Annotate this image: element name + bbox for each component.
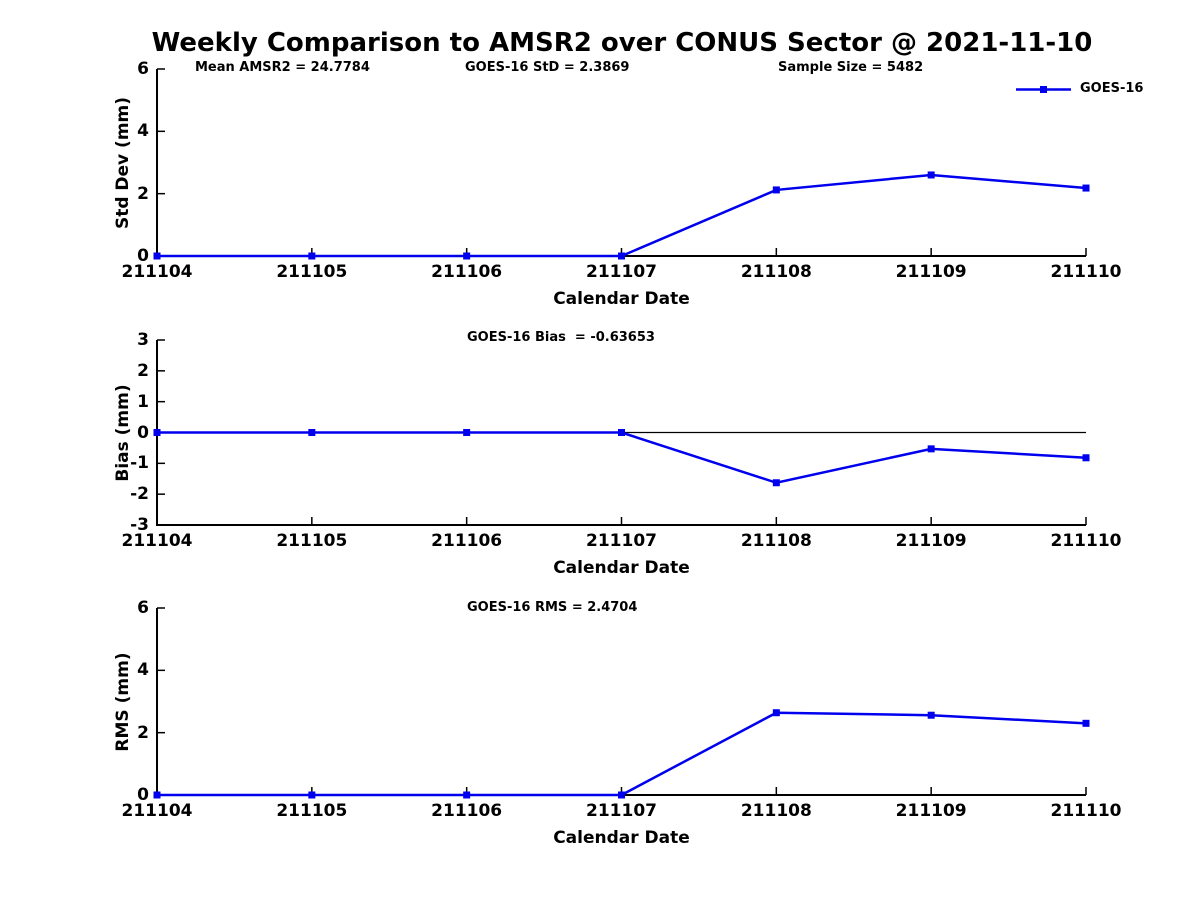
plot-std-dev-y-tick-label: 2 [137, 183, 149, 204]
chart-title: Weekly Comparison to AMSR2 over CONUS Se… [151, 28, 1093, 58]
plot-bias-y-tick-label: 2 [137, 360, 149, 381]
plot-bias-y-tick-label: -3 [130, 515, 149, 535]
plot-std-dev-y-tick-label: 0 [137, 246, 149, 266]
plot-std-dev-y-tick-label: 6 [137, 59, 149, 79]
data-point-marker [1082, 454, 1090, 462]
data-point-marker [927, 445, 935, 453]
data-point-marker [772, 709, 780, 717]
data-point-marker [1082, 719, 1090, 727]
plot-rms-y-tick-label: 2 [137, 722, 149, 743]
data-point-marker [1082, 184, 1090, 192]
plot-rms-y-axis-label: RMS (mm) [113, 651, 133, 752]
data-point-marker [618, 252, 625, 260]
plot-rms-y-tick-label: 0 [137, 785, 149, 805]
legend-marker-sample [1040, 86, 1047, 93]
data-point-marker [927, 171, 935, 179]
plot-bias-series-line [157, 431, 1087, 485]
plot-std-dev-axes [156, 69, 1086, 257]
plot-std-dev-x-tick-label: 211109 [895, 262, 967, 282]
data-point-marker [618, 429, 625, 436]
data-point-marker [772, 479, 780, 487]
plot-bias-y-tick-label: 3 [137, 330, 149, 350]
plot-rms-axes [156, 608, 1086, 796]
plot-bias-y-axis-label: Bias (mm) [113, 383, 133, 482]
plot-bias-y-tick-label: -1 [130, 453, 149, 474]
plot-rms-y-tick-label: 4 [137, 660, 149, 681]
plot-bias-x-tick-label: 211106 [431, 531, 503, 551]
plot-bias-x-tick-label: 211105 [276, 531, 348, 551]
plot-rms-x-tick-label: 211104 [121, 801, 193, 821]
plot-bias-x-axis-label: Calendar Date [553, 558, 690, 578]
plot-std-dev-x-tick-label: 211104 [121, 262, 193, 282]
plot-rms-y-tick-label: 6 [137, 598, 149, 618]
plot-std-dev-annotation: GOES-16 StD = 2.3869 [465, 60, 630, 75]
plot-std-dev-x-tick-label: 211107 [586, 262, 657, 282]
plot-rms-x-tick-label: 211108 [740, 801, 812, 821]
plot-bias-x-tick-label: 211104 [121, 531, 193, 551]
plot-bias-x-tick-label: 211110 [1050, 531, 1122, 551]
plot-rms-x-tick-label: 211109 [895, 801, 967, 821]
plot-bias-x-tick-label: 211107 [586, 531, 657, 551]
plot-rms-x-axis-label: Calendar Date [553, 828, 690, 848]
legend-label: GOES-16 [1080, 80, 1144, 96]
plot-bias-x-tick-label: 211109 [895, 531, 967, 551]
plot-rms-annotation: GOES-16 RMS = 2.4704 [467, 600, 638, 615]
plot-std-dev-y-axis-label: Std Dev (mm) [113, 96, 133, 229]
data-point-marker [153, 791, 161, 799]
plot-std-dev-x-axis-label: Calendar Date [553, 289, 690, 309]
data-point-marker [618, 791, 625, 799]
plot-std-dev-x-tick-label: 211105 [276, 262, 348, 282]
plot-std-dev-annotation: Mean AMSR2 = 24.7784 [195, 60, 370, 75]
plot-std-dev-x-tick-label: 211108 [740, 262, 812, 282]
plot-rms-x-tick-label: 211106 [431, 801, 503, 821]
data-point-marker [308, 252, 316, 260]
data-point-marker [308, 791, 316, 799]
data-point-marker [463, 429, 471, 436]
plot-std-dev-series-line [157, 173, 1087, 258]
data-point-marker [463, 252, 471, 260]
data-point-marker [463, 791, 471, 799]
plot-bias-annotation: GOES-16 Bias = -0.63653 [467, 330, 655, 345]
plot-rms-x-tick-label: 211110 [1050, 801, 1122, 821]
data-point-marker [153, 429, 161, 436]
plot-std-dev-y-tick-label: 4 [137, 121, 149, 142]
plot-rms-x-tick-label: 211107 [586, 801, 657, 821]
plot-std-dev-x-tick-label: 211106 [431, 262, 503, 282]
plot-std-dev-x-tick-label: 211110 [1050, 262, 1122, 282]
plot-bias-y-tick-label: -2 [130, 484, 149, 505]
plot-rms-series-line [157, 711, 1087, 797]
plot-bias-y-tick-label: 1 [137, 391, 149, 412]
plot-rms-x-tick-label: 211105 [276, 801, 348, 821]
plot-bias-y-tick-label: 0 [137, 422, 149, 443]
data-point-marker [153, 252, 161, 260]
data-point-marker [772, 186, 780, 194]
data-point-marker [927, 711, 935, 719]
plot-std-dev-annotation: Sample Size = 5482 [778, 60, 924, 75]
plot-bias-x-tick-label: 211108 [740, 531, 812, 551]
data-point-marker [308, 429, 316, 436]
